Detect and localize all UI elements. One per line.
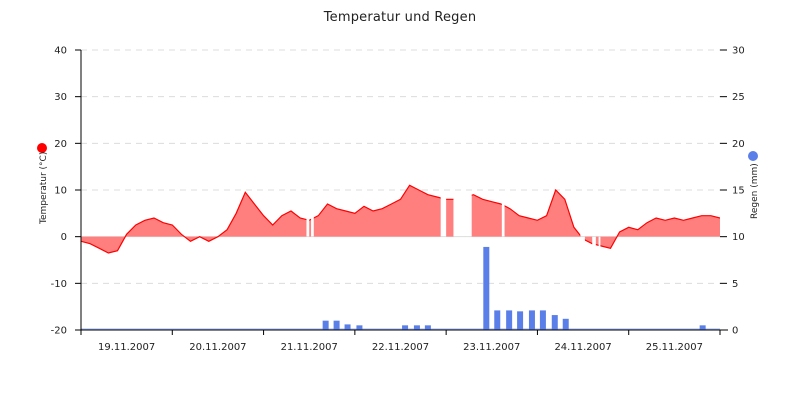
x-tick-label: 24.11.2007 — [554, 342, 611, 353]
left-axis-ticks: 40 30 20 10 0 -10 -20 — [51, 46, 81, 337]
rain-bar — [402, 325, 409, 330]
left-tick-label: 10 — [54, 186, 67, 197]
left-tick-label: 40 — [54, 46, 67, 57]
x-tick-label: 22.11.2007 — [372, 342, 429, 353]
rain-bar — [322, 320, 329, 330]
rain-legend-dot-icon — [748, 151, 758, 161]
x-axis-ticks: 19.11.2007 20.11.2007 21.11.2007 22.11.2007… — [80, 330, 721, 353]
chart-title: Temperatur und Regen — [323, 10, 477, 25]
left-tick-label: -20 — [51, 326, 67, 337]
x-tick-label: 25.11.2007 — [646, 342, 703, 353]
x-tick-label: 23.11.2007 — [463, 342, 520, 353]
left-tick-label: 0 — [61, 232, 67, 243]
rain-bar — [551, 315, 558, 330]
rain-bar — [528, 310, 535, 330]
x-tick-label: 21.11.2007 — [281, 342, 338, 353]
rain-bar — [517, 311, 524, 330]
right-tick-label: 30 — [732, 46, 745, 57]
gridlines — [81, 49, 720, 284]
left-tick-label: 30 — [54, 92, 67, 103]
temperature-area-series — [81, 184, 720, 254]
rain-bar — [699, 325, 706, 330]
left-tick-label: -10 — [51, 279, 67, 290]
x-tick-label: 19.11.2007 — [98, 342, 155, 353]
rain-bar — [424, 325, 431, 330]
right-tick-label: 25 — [732, 92, 745, 103]
right-tick-label: 20 — [732, 139, 745, 150]
right-tick-label: 15 — [732, 186, 745, 197]
right-axis-ticks: 30 25 20 15 10 5 0 — [720, 46, 745, 337]
rain-bar — [413, 325, 420, 330]
rain-bar — [562, 318, 569, 330]
rain-bar — [483, 246, 490, 330]
left-axis-title: Temperatur (°C) — [39, 152, 49, 225]
left-tick-label: 20 — [54, 139, 67, 150]
rain-bar — [344, 324, 351, 330]
rain-bar-series — [81, 246, 720, 330]
rain-bar — [539, 310, 546, 330]
temperature-line — [81, 184, 720, 254]
right-tick-label: 10 — [732, 232, 745, 243]
rain-bar — [356, 325, 363, 330]
right-tick-label: 5 — [732, 279, 738, 290]
x-tick-label: 20.11.2007 — [189, 342, 246, 353]
rain-bar — [506, 310, 513, 330]
temperature-area — [81, 185, 720, 253]
right-axis-title: Regen (mm) — [750, 163, 760, 219]
rain-bar — [333, 320, 340, 330]
temperature-legend-dot-icon — [37, 143, 47, 153]
rain-bar — [494, 310, 501, 330]
right-tick-label: 0 — [732, 326, 738, 337]
